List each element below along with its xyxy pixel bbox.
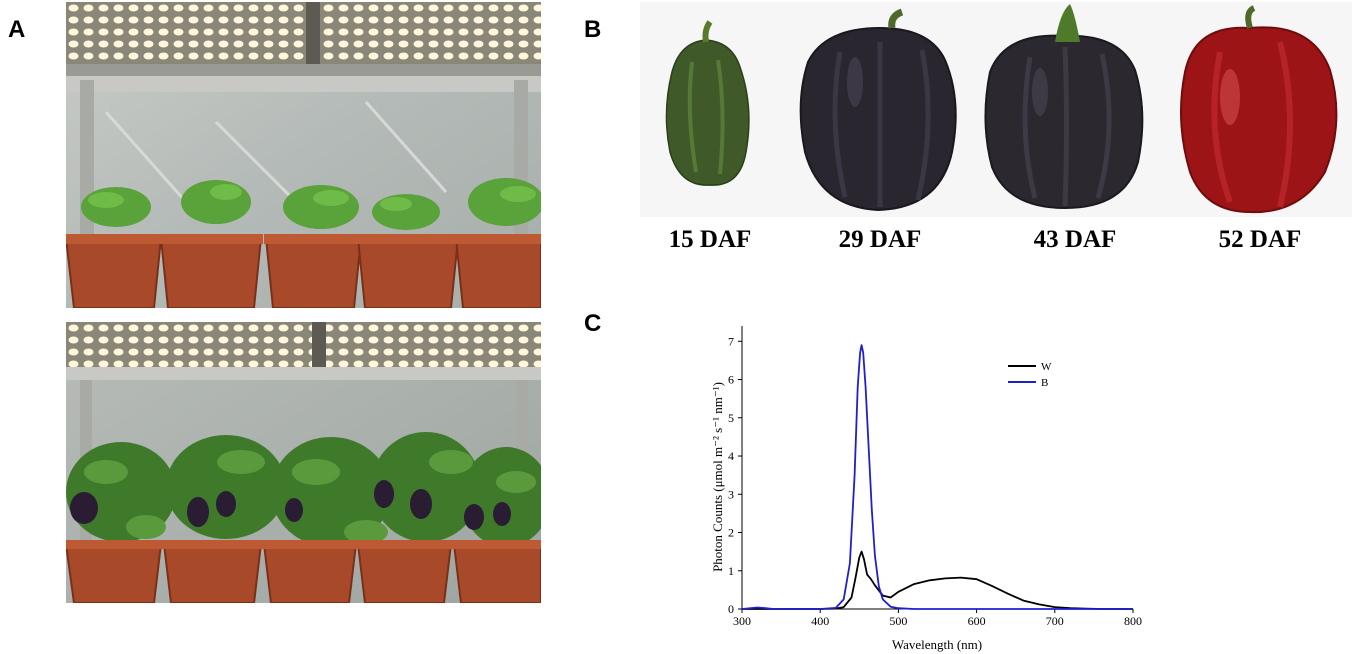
x-axis-label: Wavelength (nm) <box>892 637 982 652</box>
growth-chamber-photo-fruiting <box>66 322 541 603</box>
series-line-w <box>742 550 1133 610</box>
light-spectrum-chart: 300 400 500 600 700 800 0 1 2 3 4 5 6 7 WB Wavelength… <box>710 326 1142 652</box>
panel-label-a: A <box>8 16 26 43</box>
growth-chamber-photo-early <box>66 2 541 308</box>
fruit-row <box>665 4 1338 214</box>
y-tick-label: 7 <box>728 334 734 348</box>
y-tick-label: 5 <box>728 411 734 425</box>
legend-label-b: B <box>1041 377 1048 389</box>
chart-series <box>741 344 1133 610</box>
panel-label-c: C <box>584 310 602 337</box>
x-tick-label: 500 <box>889 614 907 628</box>
fruit-stage-label: 29 DAF <box>838 226 922 253</box>
chart-axes <box>741 326 1133 610</box>
x-tick-label: 700 <box>1046 614 1064 628</box>
chart-ticks: 300 400 500 600 700 800 0 1 2 3 4 5 6 7 <box>728 334 1142 628</box>
fruit-29-daf <box>799 8 957 212</box>
y-tick-label: 4 <box>728 449 734 463</box>
y-tick-label: 2 <box>728 526 734 540</box>
growth-chamber-illustration-fruiting <box>66 322 541 603</box>
fruit-stage-label: 52 DAF <box>1218 226 1302 253</box>
fruit-43-daf <box>984 4 1144 210</box>
y-tick-label: 3 <box>728 487 734 501</box>
x-tick-label: 800 <box>1124 614 1142 628</box>
legend-label-w: W <box>1041 361 1052 373</box>
y-tick-label: 6 <box>728 373 734 387</box>
x-tick-label: 400 <box>811 614 829 628</box>
growth-chamber-illustration-early <box>66 2 541 308</box>
x-tick-label: 300 <box>733 614 751 628</box>
y-tick-label: 1 <box>728 564 734 578</box>
fruit-development-photo <box>640 2 1352 217</box>
fruit-stage-label: 15 DAF <box>668 226 752 253</box>
chart-legend: WB <box>1008 361 1052 389</box>
x-tick-label: 600 <box>968 614 986 628</box>
y-tick-label: 0 <box>728 602 734 616</box>
fruit-stage-label: 43 DAF <box>1033 226 1117 253</box>
y-axis-label: Photon Counts (μmol m⁻² s⁻¹ nm⁻¹) <box>710 382 725 572</box>
fruit-15-daf <box>665 20 750 186</box>
panel-label-b: B <box>584 16 602 43</box>
series-line-b <box>741 344 1133 610</box>
fruit-52-daf <box>1180 5 1338 214</box>
